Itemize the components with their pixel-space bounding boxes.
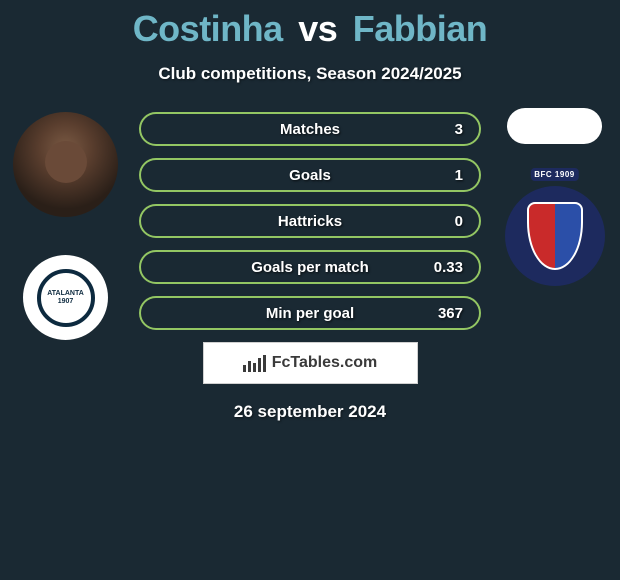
stat-right-value: 1 xyxy=(413,167,463,184)
content-area: ATALANTA 1907 BFC 1909 Matches3 Goals1 Hat… xyxy=(0,112,620,330)
bologna-text: BFC 1909 xyxy=(530,168,578,181)
subtitle: Club competitions, Season 2024/2025 xyxy=(0,64,620,84)
stat-label: Goals per match xyxy=(207,259,413,276)
player2-club-badge: BFC 1909 xyxy=(505,186,605,286)
chart-icon xyxy=(243,355,266,372)
right-column: BFC 1909 xyxy=(497,112,612,286)
stat-row: Min per goal367 xyxy=(139,296,481,330)
title-player2: Fabbian xyxy=(353,8,488,49)
stat-row: Hattricks0 xyxy=(139,204,481,238)
stats-table: Matches3Goals1Hattricks0Goals per match0… xyxy=(139,112,481,330)
left-column: ATALANTA 1907 xyxy=(8,112,123,340)
stat-right-value: 3 xyxy=(413,121,463,138)
stat-right-value: 367 xyxy=(413,305,463,322)
brand-logo: FcTables.com xyxy=(203,342,418,384)
title-vs: vs xyxy=(298,8,337,49)
stat-right-value: 0 xyxy=(413,213,463,230)
player2-avatar xyxy=(507,108,602,144)
stat-row: Goals per match0.33 xyxy=(139,250,481,284)
stat-label: Goals xyxy=(207,167,413,184)
title-player1: Costinha xyxy=(133,8,283,49)
stat-row: Matches3 xyxy=(139,112,481,146)
player1-avatar xyxy=(13,112,118,217)
brand-text: FcTables.com xyxy=(272,354,378,372)
stat-row: Goals1 xyxy=(139,158,481,192)
player1-club-badge: ATALANTA 1907 xyxy=(23,255,108,340)
atalanta-icon: ATALANTA 1907 xyxy=(37,269,95,327)
stat-label: Hattricks xyxy=(207,213,413,230)
stat-label: Matches xyxy=(207,121,413,138)
page-title: Costinha vs Fabbian xyxy=(0,0,620,50)
stat-label: Min per goal xyxy=(207,305,413,322)
stat-right-value: 0.33 xyxy=(413,259,463,276)
date-text: 26 september 2024 xyxy=(0,402,620,422)
bologna-icon xyxy=(527,202,583,270)
